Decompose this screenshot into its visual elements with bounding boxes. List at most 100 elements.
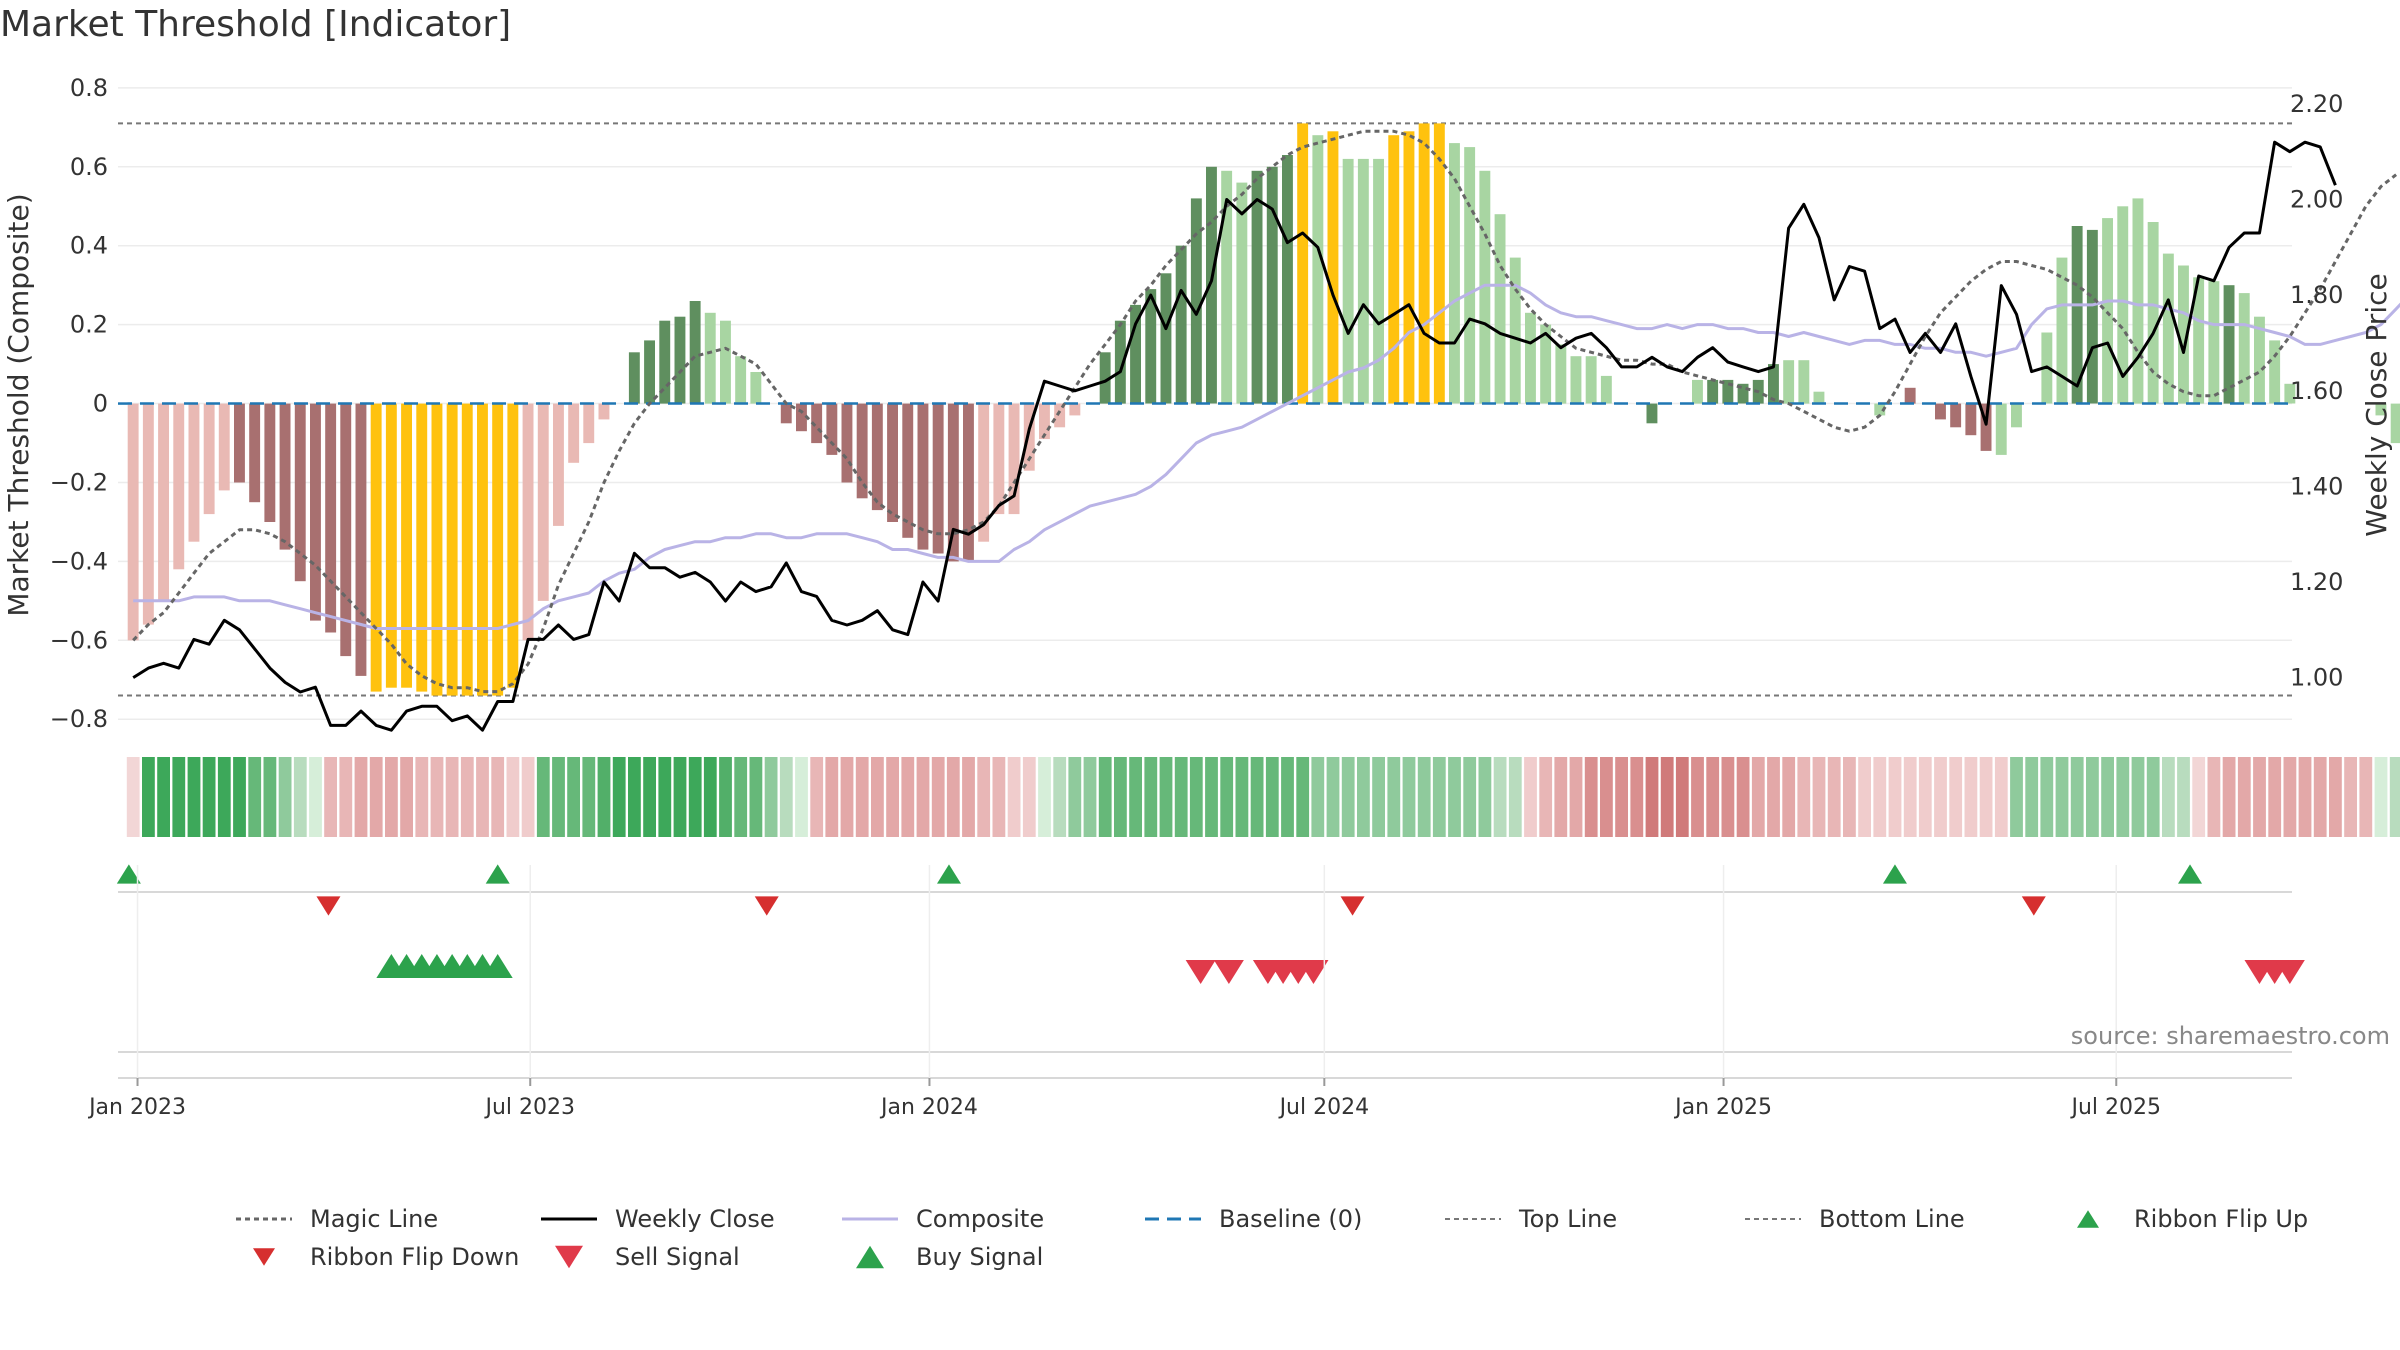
composite-bar [507,403,519,688]
ribbon-cell [233,757,246,837]
ribbon-cell [810,757,824,837]
legend-item-flipup: Ribbon Flip Up [2077,1205,2308,1233]
ribbon-cell [460,757,474,837]
composite-bar [1206,166,1217,404]
ribbon-cell [825,757,839,837]
left-tick-label: 0 [93,390,108,418]
composite-bar [674,316,686,404]
composite-bar [1995,403,2007,455]
composite-bar [659,320,671,404]
composite-bar [553,403,564,526]
legend-item-magic: Magic Line [236,1205,438,1233]
composite-bar [537,403,549,601]
ribbon-cell [1949,757,1963,837]
ribbon-cell [886,757,899,837]
composite-bar [158,403,169,601]
composite-bar [720,320,731,404]
ribbon-cell [719,757,732,837]
ribbon-cell [2344,757,2357,837]
composite-bar [1722,379,1734,404]
ribbon-cell [1220,757,1234,837]
ribbon-cell [2131,757,2145,837]
composite-bar [1282,155,1293,404]
composite-bar [355,403,367,676]
ribbon-cell [1630,757,1644,837]
ribbon-cell [795,757,808,837]
ribbon-cell [901,757,915,837]
ribbon-cell [1691,757,1704,837]
ribbon-flip-up-marker [2178,864,2203,884]
ribbon-cell [2162,757,2175,837]
ribbon-cell [172,757,186,837]
composite-bar [1433,123,1445,404]
composite-bar [1494,214,1506,404]
composite-bar [1312,135,1324,404]
ribbon-flip-down-marker [2021,896,2046,916]
ribbon-cell [628,757,641,837]
legend-item-bottom: Bottom Line [1745,1205,1965,1233]
ribbon-flip-down-marker [1340,896,1365,916]
composite-bar [2086,229,2098,404]
legend-swatch [253,1248,275,1266]
composite-bar [598,403,610,420]
ribbon-cell [1994,757,2008,837]
ribbon-cell [673,757,687,837]
ribbon-cell [263,757,277,837]
ribbon-cell [1645,757,1659,837]
ribbon-cell [1569,757,1583,837]
composite-bar [1600,375,1612,404]
right-tick-label: 1.80 [2290,281,2343,309]
ribbon-cell [1174,757,1188,837]
composite-bar [826,403,838,455]
left-tick-label: 0.8 [70,74,108,102]
composite-bar [1418,123,1430,404]
ribbon-cell [2329,757,2342,837]
ribbon-flip-up-marker [1882,864,1907,884]
composite-bar [1266,166,1278,404]
composite-bar [1236,182,1248,404]
composite-bar [2162,253,2174,404]
ribbon-cell [1205,757,1218,837]
ribbon-cell [1007,757,1021,837]
ribbon-cell [1934,757,1947,837]
composite-bar [1130,304,1141,404]
legend-item-baseline: Baseline (0) [1145,1205,1362,1233]
composite-bar [1373,158,1384,404]
composite-bar [1054,403,1066,428]
sell-signal-marker [1298,960,1329,984]
legend-label: Weekly Close [615,1205,775,1233]
composite-bar [1525,312,1536,404]
ribbon-cell [2010,757,2023,837]
composite-bar [1357,158,1369,404]
composite-bar [1904,387,1916,404]
ribbon-cell [1357,757,1370,837]
composite-bar [978,403,990,542]
ribbon-cell [248,757,262,837]
composite-bar [902,403,914,538]
ribbon-cell [1159,757,1173,837]
composite-bar [689,301,701,404]
ribbon-cell [1767,757,1780,837]
ribbon-cell [293,757,307,837]
composite-bar [1965,403,1977,436]
legend-swatch [856,1245,884,1269]
composite-bar [1403,131,1415,404]
ribbon-cell [2313,757,2327,837]
ribbon-cell [521,757,535,837]
ribbon-cell [1326,757,1340,837]
composite-bar [1297,123,1309,404]
legend-item-sell: Sell Signal [555,1243,740,1271]
composite-bar [932,403,944,554]
ribbon-cell [1736,757,1750,837]
ribbon-cell [2374,757,2388,837]
ribbon-cell [1053,757,1067,837]
composite-bar [477,403,488,696]
ribbon-cell [2222,757,2236,837]
ribbon-cell [2359,757,2373,837]
composite-bar [1342,158,1354,404]
composite-bar [492,403,504,696]
composite-bar [416,403,428,692]
ribbon-cell [1402,757,1416,837]
ribbon-cell [734,757,748,837]
ribbon-cell [1417,757,1431,837]
